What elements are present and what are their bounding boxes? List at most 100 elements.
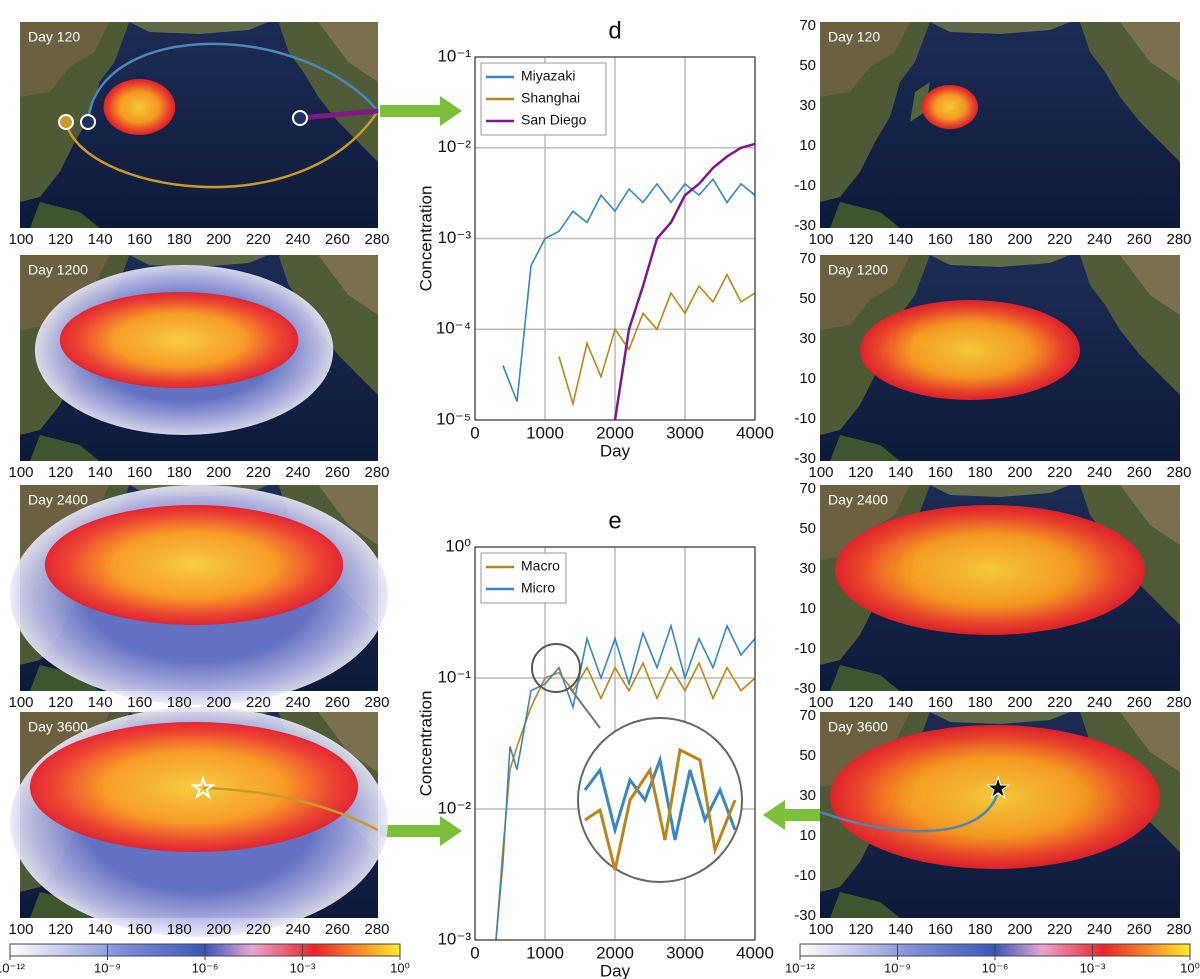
map-x-tick-label: 140 bbox=[888, 694, 913, 711]
track bbox=[86, 42, 379, 121]
map-x-tick-label: 200 bbox=[206, 694, 231, 711]
map-y-tick-label: 10 bbox=[799, 600, 816, 617]
series-line bbox=[502, 177, 755, 402]
map: Day 1200 bbox=[820, 255, 1180, 461]
map-x-tick-label: 200 bbox=[1007, 231, 1032, 248]
legend-label: Shanghai bbox=[521, 90, 580, 106]
map-background bbox=[820, 22, 1180, 228]
map-x-tick-label: 100 bbox=[8, 921, 33, 938]
x-tick-label: 2000 bbox=[596, 423, 634, 442]
map-x-tick-label: 120 bbox=[848, 921, 873, 938]
map-x-tick-label: 200 bbox=[1007, 921, 1032, 938]
map-x-tick-label: 140 bbox=[88, 231, 113, 248]
y-tick-label: 10⁻³ bbox=[437, 929, 471, 948]
colorbar-label: 10⁰ bbox=[390, 960, 410, 975]
map-day-label: Day 3600 bbox=[828, 719, 888, 735]
map-x-tick-label: 240 bbox=[285, 231, 310, 248]
site-marker bbox=[292, 110, 308, 126]
map-x-tick-label: 200 bbox=[1007, 694, 1032, 711]
map-y-tick-label: 50 bbox=[799, 290, 816, 307]
map: Day 2400 bbox=[820, 485, 1180, 691]
map-x-tick-label: 240 bbox=[285, 921, 310, 938]
map-x-tick-label: 260 bbox=[325, 231, 350, 248]
map-y-tick-label: 50 bbox=[799, 520, 816, 537]
map-x-tick-label: 180 bbox=[968, 694, 993, 711]
legend-label: Miyazaki bbox=[521, 68, 575, 84]
map-y-tick-label: 30 bbox=[799, 787, 816, 804]
site-marker bbox=[80, 114, 96, 130]
zoom-detail bbox=[583, 754, 737, 841]
y-tick-label: 10⁻² bbox=[437, 137, 471, 156]
map: Day 1200 bbox=[20, 255, 378, 461]
plume bbox=[835, 505, 1145, 635]
x-tick-label: 0 bbox=[470, 943, 479, 962]
track bbox=[64, 110, 380, 189]
map-x-tick-label: 100 bbox=[808, 231, 833, 248]
map-x-tick-label: 260 bbox=[1127, 231, 1152, 248]
map-y-tick-label: 10 bbox=[799, 827, 816, 844]
arrow bbox=[380, 96, 462, 126]
y-tick-label: 10⁻¹ bbox=[437, 46, 471, 65]
track bbox=[819, 794, 999, 833]
map-x-tick-label: 280 bbox=[1166, 464, 1191, 481]
y-tick-label: 10⁻⁴ bbox=[436, 319, 471, 338]
y-axis-label: Concentration bbox=[416, 691, 435, 797]
map-background bbox=[20, 22, 378, 228]
map-x-tick-label: 120 bbox=[848, 231, 873, 248]
legend-box bbox=[480, 552, 567, 604]
panel-label: d bbox=[608, 17, 621, 44]
colorbar-label: 10⁻⁶ bbox=[192, 960, 219, 975]
map-x-tick-label: 180 bbox=[167, 231, 192, 248]
star: ☆ bbox=[190, 772, 215, 803]
map-y-tick-label: -30 bbox=[794, 907, 816, 924]
colorbar-label: 10⁻¹² bbox=[785, 960, 816, 975]
map-y-tick-label: 30 bbox=[799, 97, 816, 114]
map-y-tick-label: 10 bbox=[799, 137, 816, 154]
map-x-tick-label: 140 bbox=[88, 464, 113, 481]
plot-frame bbox=[474, 546, 756, 941]
map-x-tick-label: 260 bbox=[1127, 694, 1152, 711]
plume bbox=[922, 85, 978, 129]
map-x-tick-label: 160 bbox=[127, 921, 152, 938]
map-x-tick-label: 140 bbox=[888, 464, 913, 481]
map-x-tick-label: 180 bbox=[167, 694, 192, 711]
map-x-tick-label: 100 bbox=[8, 464, 33, 481]
map-x-tick-label: 240 bbox=[1087, 231, 1112, 248]
map-day-label: Day 2400 bbox=[28, 492, 88, 508]
map-y-tick-label: 30 bbox=[799, 560, 816, 577]
site-marker bbox=[58, 114, 74, 130]
star: ★ bbox=[985, 772, 1010, 803]
map-x-tick-label: 160 bbox=[127, 694, 152, 711]
map-x-tick-label: 200 bbox=[206, 464, 231, 481]
map-x-tick-label: 240 bbox=[1087, 921, 1112, 938]
zoom-arrow bbox=[569, 687, 601, 729]
map-x-tick-label: 220 bbox=[246, 694, 271, 711]
plot-frame bbox=[474, 56, 756, 421]
zoom-detail bbox=[584, 747, 737, 871]
map-x-tick-label: 220 bbox=[246, 921, 271, 938]
map-day-label: Day 2400 bbox=[828, 492, 888, 508]
map-x-tick-label: 240 bbox=[285, 464, 310, 481]
map-x-tick-label: 280 bbox=[364, 921, 389, 938]
map-x-tick-label: 120 bbox=[48, 921, 73, 938]
series-line bbox=[558, 272, 755, 408]
map-x-tick-label: 160 bbox=[928, 921, 953, 938]
map-x-tick-label: 220 bbox=[1047, 464, 1072, 481]
y-tick-label: 10⁻² bbox=[437, 798, 471, 817]
legend-label: Macro bbox=[521, 558, 560, 574]
map-x-tick-label: 160 bbox=[127, 231, 152, 248]
map-y-tick-label: -30 bbox=[794, 217, 816, 234]
map-day-label: Day 120 bbox=[828, 29, 880, 45]
map-y-tick-label: -10 bbox=[794, 867, 816, 884]
colorbar-label: 10⁻³ bbox=[1080, 960, 1106, 975]
map-x-tick-label: 200 bbox=[206, 921, 231, 938]
series-line bbox=[495, 623, 755, 940]
map-day-label: Day 120 bbox=[28, 29, 80, 45]
map-x-tick-label: 280 bbox=[1166, 231, 1191, 248]
colorbar-label: 10⁻⁹ bbox=[884, 960, 911, 975]
map-x-tick-label: 260 bbox=[325, 694, 350, 711]
map-x-tick-label: 120 bbox=[48, 464, 73, 481]
map-x-tick-label: 200 bbox=[1007, 464, 1032, 481]
zoom-circle bbox=[531, 643, 581, 693]
x-tick-label: 4000 bbox=[736, 943, 774, 962]
